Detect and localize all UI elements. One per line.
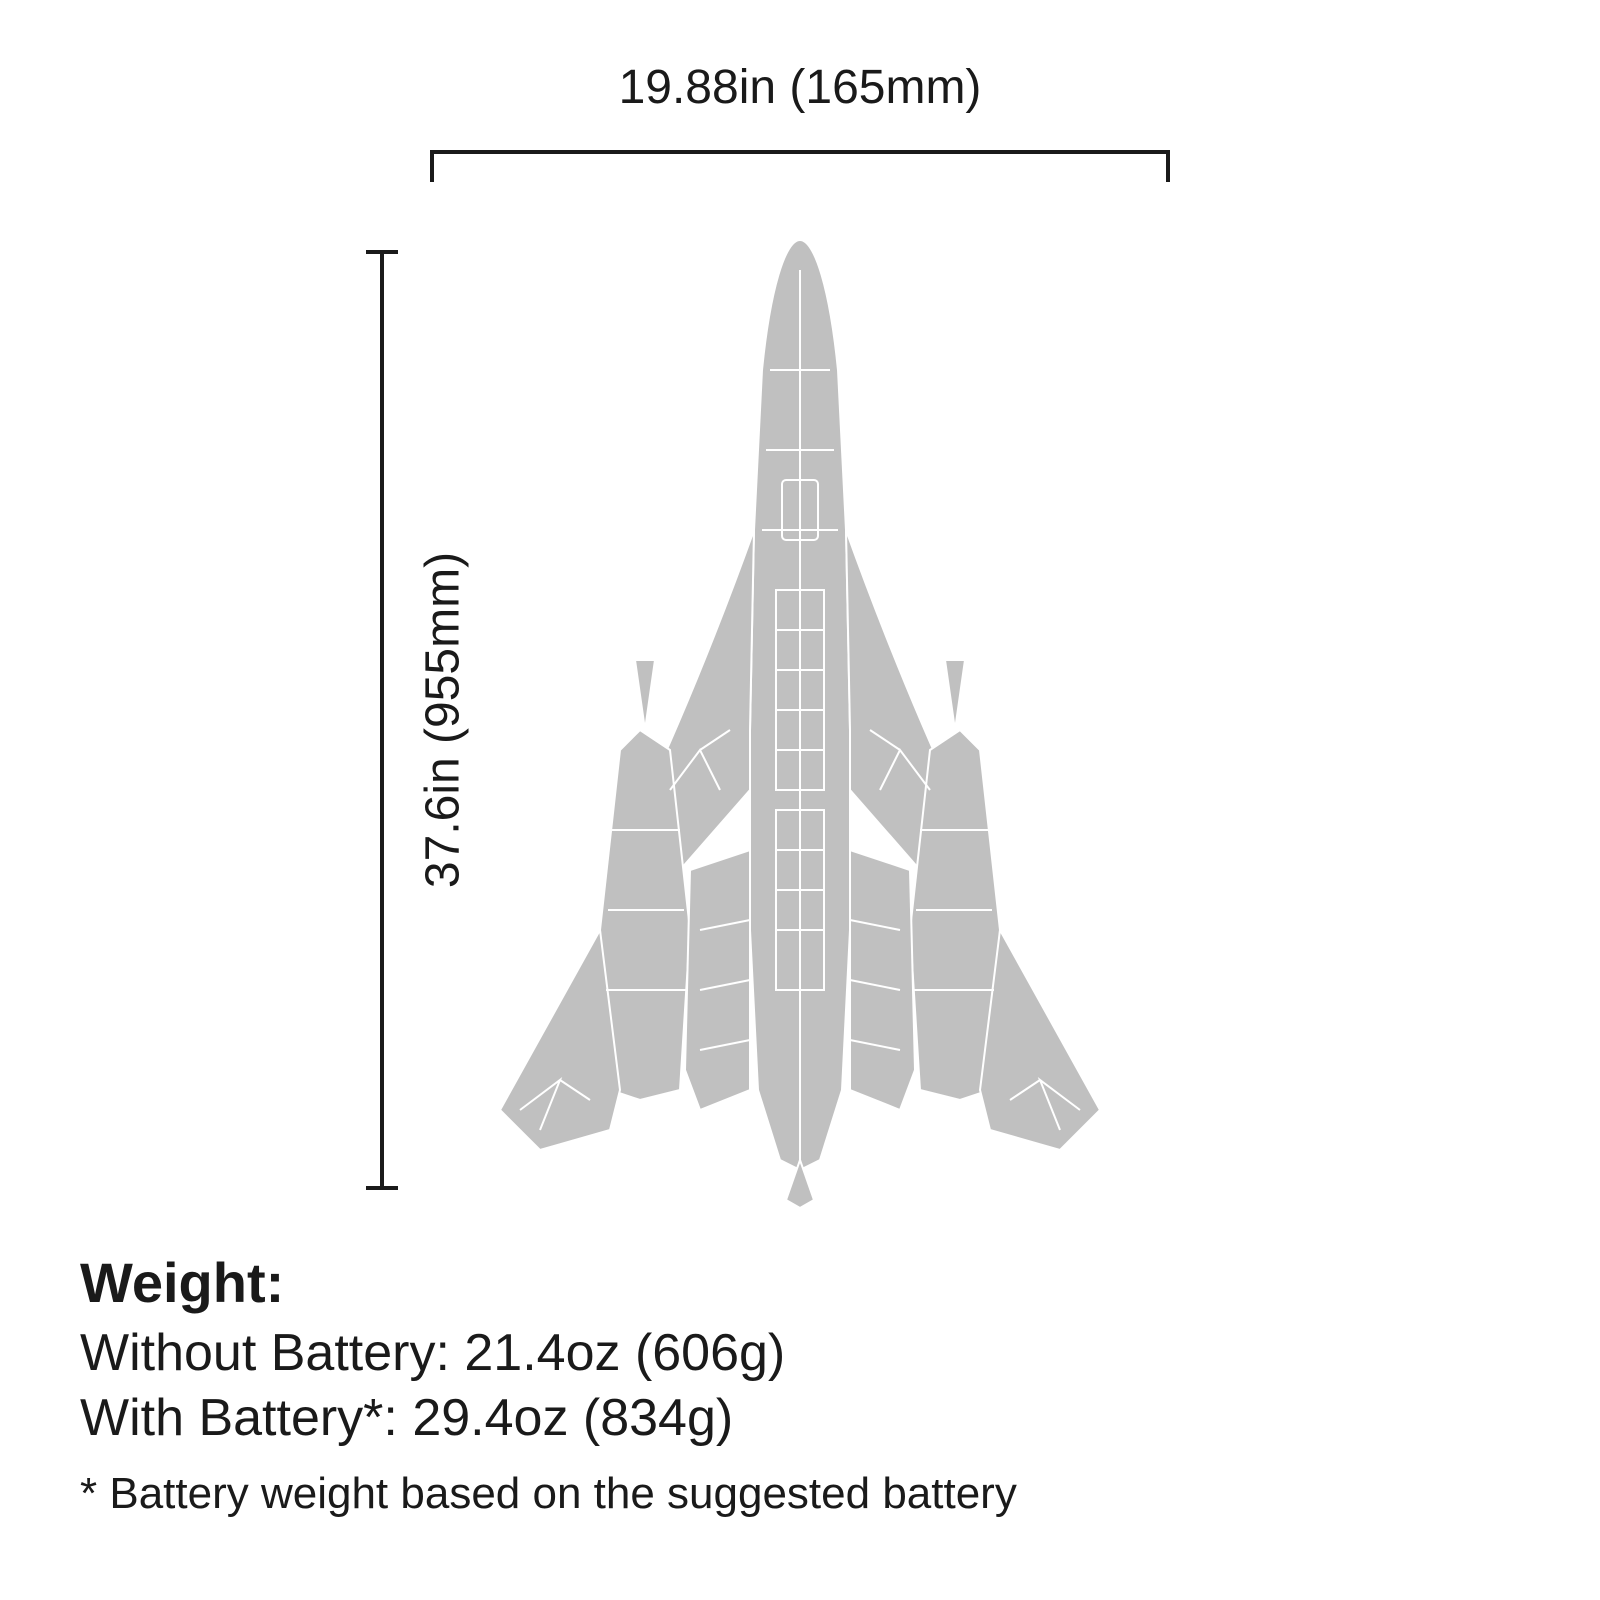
width-dimension-label: 19.88in (165mm) [0, 60, 1600, 115]
dimension-diagram: 19.88in (165mm) 37.6in (955mm) [0, 0, 1600, 1600]
width-dimension-line [430, 150, 1170, 190]
weight-with-battery: With Battery*: 29.4oz (834g) [80, 1386, 1520, 1451]
aircraft-silhouette [470, 230, 1130, 1210]
weight-title: Weight: [80, 1250, 1520, 1315]
weight-without-battery: Without Battery: 21.4oz (606g) [80, 1321, 1520, 1386]
height-dimension-label: 37.6in (955mm) [416, 552, 471, 888]
weight-footnote: * Battery weight based on the suggested … [80, 1469, 1520, 1519]
weight-specs: Weight: Without Battery: 21.4oz (606g) W… [80, 1250, 1520, 1519]
height-dimension-line [380, 250, 420, 1190]
